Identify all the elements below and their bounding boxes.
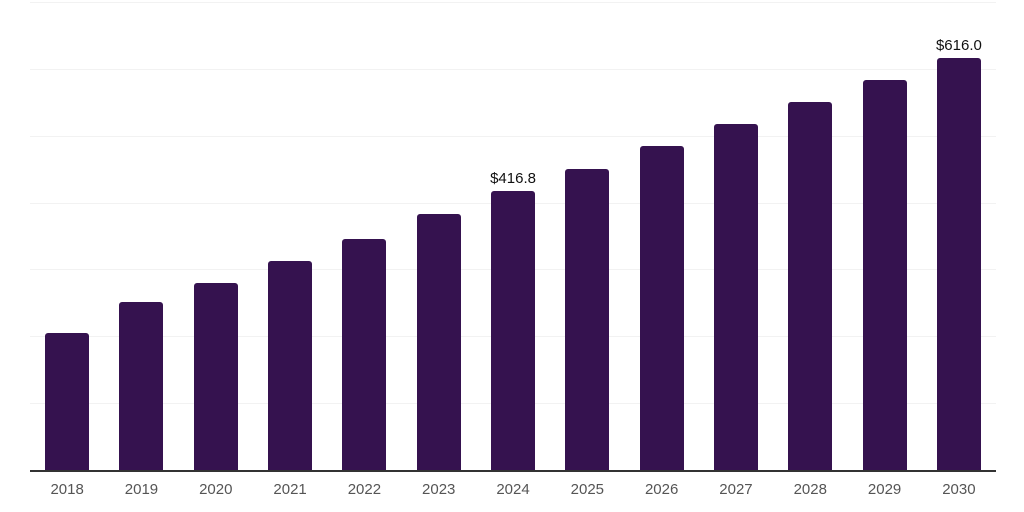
bar-2030 [936, 58, 981, 470]
bar-2023 [416, 213, 461, 470]
bar-2022 [342, 238, 387, 470]
x-axis: 2018 2019 2020 2021 2022 2023 2024 2025 2026 2027… [30, 472, 996, 497]
plot-area: $416.8 $616.0 [30, 2, 996, 472]
bar-slot-2030: $616.0 [922, 2, 996, 470]
bar-2021 [268, 260, 313, 470]
x-tick-label-2025: 2025 [570, 481, 605, 498]
bar-slot-2029 [847, 2, 921, 470]
bar-2019 [119, 301, 164, 470]
bar-slot-2024: $416.8 [476, 2, 550, 470]
bar-slot-2020 [179, 2, 253, 470]
bar-2018 [45, 332, 90, 470]
bar-2029 [862, 79, 907, 470]
bar-slot-2022 [327, 2, 401, 470]
bar-slot-2027 [699, 2, 773, 470]
bar-slot-2021 [253, 2, 327, 470]
bar-slot-2018 [30, 2, 104, 470]
x-tick-label-2018: 2018 [50, 481, 84, 498]
x-tick-label-2021: 2021 [273, 481, 307, 498]
bar-2020 [193, 283, 238, 470]
x-tick-label-2024: 2024 [496, 481, 530, 498]
gridline-600 [30, 68, 996, 70]
x-tick-label-2027: 2027 [719, 481, 753, 498]
x-tick-label-2028: 2028 [793, 481, 827, 498]
bar-2026 [639, 145, 684, 470]
bar-slot-2025 [550, 2, 624, 470]
value-label-2030: $616.0 [935, 37, 982, 55]
bar-slot-2023 [402, 2, 476, 470]
x-tick-label-2020: 2020 [199, 481, 233, 498]
x-tick-label-2029: 2029 [867, 481, 902, 498]
bars-row: $416.8 $616.0 [30, 2, 996, 470]
bar-2028 [788, 101, 833, 470]
x-tick-label-2019: 2019 [124, 481, 159, 498]
value-label-2024: $416.8 [490, 170, 536, 188]
bar-slot-2026 [625, 2, 699, 470]
x-tick-label-2030: 2030 [942, 481, 976, 498]
gridline-700 [30, 2, 996, 3]
gridline-500 [30, 135, 996, 137]
bar-2027 [713, 123, 758, 470]
bar-slot-2019 [104, 2, 178, 470]
bar-2025 [565, 169, 610, 470]
x-tick-label-2023: 2023 [422, 481, 456, 498]
x-tick-label-2022: 2022 [347, 481, 382, 498]
bar-slot-2028 [773, 2, 847, 470]
x-tick-label-2026: 2026 [644, 481, 679, 498]
bar-2024 [491, 191, 536, 470]
